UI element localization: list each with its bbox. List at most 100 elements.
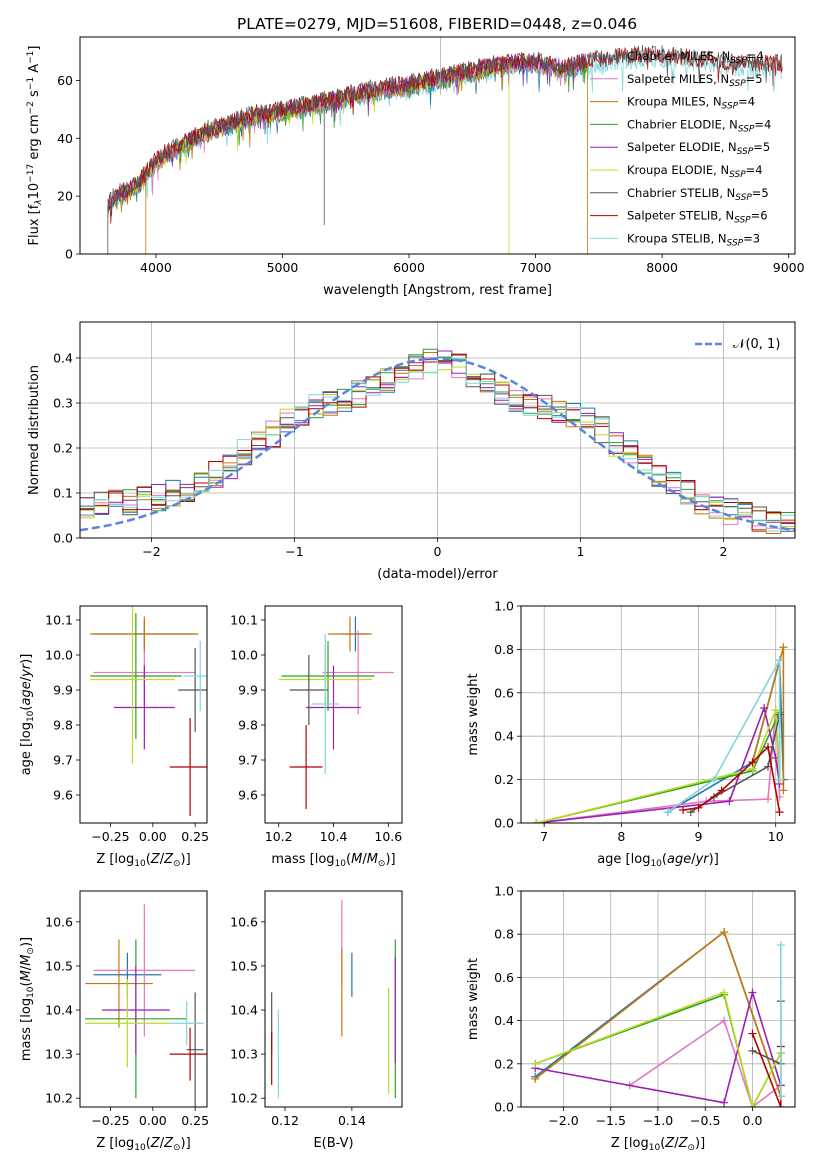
spectrum-ytick-label: 20 [57,189,73,204]
mass-vs-z-point [169,1001,204,1046]
mass-weight-vs-z-marker [531,1059,540,1068]
mass-weight-vs-z-marker [748,1103,757,1107]
mass-vs-z-point [169,1027,207,1081]
spectrum-legend-label: Salpeter ELODIE, NSSP=5 [627,140,770,157]
spectrum-xtick-label: 8000 [646,260,678,275]
age-vs-z-ytick-label: 10.1 [45,613,73,628]
age-vs-mass-frame [264,605,403,824]
mass-weight-vs-age-marker [725,797,734,806]
mass-weight-vs-z-marker [748,1029,757,1038]
spectrum-legend-label: Salpeter MILES, NSSP=5 [627,72,763,89]
spectrum-ytick-label: 60 [57,73,73,88]
mass-vs-ebv-xlabel: E(B-V) [313,1136,353,1151]
mass-weight-vs-age-marker [694,803,703,812]
mass-weight-vs-age-ylabel: mass weight [466,673,481,755]
mass-vs-ebv-ytick-label: 10.6 [230,914,258,929]
mass-weight-vs-age-ytick-label: 0.0 [494,816,514,831]
spectrum-xtick-label: 4000 [140,260,172,275]
mass-vs-z-axes: −0.25 0.00 0.25 10.2 10.3 10.4 10.5 10.6 [45,914,209,1128]
mass-vs-z-xtick-label: −0.25 [91,1113,129,1128]
age-vs-z-point [90,606,175,764]
mass-weight-vs-age-marker [748,758,757,767]
residuals-ytick-label: 0.4 [53,351,73,366]
age-vs-mass-xtick-label: 10.2 [265,829,293,844]
age-vs-mass-xlabel: mass [log10(M/M⊙)] [271,852,395,869]
spectrum-axes: 4000 5000 6000 7000 8000 9000 0 20 40 60 [57,73,805,275]
age-vs-mass-ytick-label: 9.6 [238,788,258,803]
age-vs-mass-point [322,630,394,715]
age-vs-mass-point [306,665,361,750]
age-vs-z-xlabel: Z [log10(Z/Z⊙)] [96,852,190,869]
residuals-gaussian-curve [80,357,795,532]
age-vs-z-point [178,648,207,732]
mass-weight-vs-z-xtick-label: −1.5 [596,1113,626,1128]
age-vs-mass-ytick-label: 9.8 [238,718,258,733]
mass-vs-z-ytick-label: 10.2 [45,1091,73,1106]
mass-weight-vs-age-xtick-label: 9 [695,829,703,844]
spectrum-legend-label: Kroupa MILES, NSSP=4 [627,95,755,112]
age-vs-z-ytick-label: 9.9 [53,683,73,698]
age-vs-z-xtick-label: 0.25 [181,829,209,844]
age-vs-mass-xtick-label: 10.4 [320,829,348,844]
mass-weight-vs-age-xtick-label: 10 [768,829,784,844]
age-vs-mass-axes: 10.2 10.4 10.6 9.6 9.7 9.8 9.9 10.0 10.1 [230,613,402,845]
spectrum-legend-label: Chabrier MILES, NSSP=4 [627,49,764,66]
mass-weight-vs-z-ytick-label: 0.8 [494,927,514,942]
mass-weight-vs-age-marker [771,706,780,715]
age-vs-mass-point [281,641,375,711]
age-vs-z-ytick-label: 9.6 [53,788,73,803]
mass-vs-z-point [93,904,196,1037]
spectrum-xtick-label: 9000 [773,260,805,275]
mass-vs-ebv-xtick-label: 0.14 [338,1113,366,1128]
mass-weight-vs-age-line [667,659,781,813]
mass-vs-ebv-ytick-label: 10.4 [230,1003,258,1018]
spectrum-line-kroupa-elodie [107,57,509,207]
mass-weight-vs-age-marker [779,643,788,652]
spectrum-legend-label: Chabrier ELODIE, NSSP=4 [627,117,771,134]
mass-weight-vs-age-xlabel: age [log10(age/yr)] [597,852,719,869]
residuals-ytick-label: 0.0 [53,531,73,546]
spectrum-line-chabrier-elodie [107,54,587,211]
mass-weight-vs-z-xtick-label: −1.0 [643,1113,673,1128]
mass-weight-vs-age-marker [709,775,718,784]
age-vs-z-xtick-label: −0.25 [91,829,129,844]
mass-vs-ebv-xtick-label: 0.12 [271,1113,299,1128]
mass-weight-vs-z-marker [776,1092,785,1101]
age-vs-z-ylabel: age [log10(age/yr)] [19,654,36,776]
mass-weight-vs-age-line [536,709,781,823]
age-vs-z-ytick-label: 9.8 [53,718,73,733]
mass-weight-vs-z-xtick-label: −0.5 [690,1113,720,1128]
mass-weight-vs-age-ytick-label: 1.0 [494,599,514,614]
mass-vs-ebv-ytick-label: 10.3 [230,1047,258,1062]
age-vs-z-frame [79,605,208,824]
mass-weight-vs-age-marker [663,808,672,817]
mass-weight-vs-z-xtick-label: −2.0 [548,1113,578,1128]
residuals-xtick-label: 1 [577,544,585,559]
mass-vs-z-point [85,939,153,1028]
residuals-xlabel: (data-model)/error [377,567,498,582]
mass-weight-vs-age-marker [775,656,784,665]
mass-weight-vs-age-line [690,714,781,813]
mass-weight-vs-z-marker [776,1103,785,1107]
spectrum-xlabel: wavelength [Angstrom, rest frame] [323,283,552,298]
mass-weight-vs-z-marker [748,1046,757,1055]
age-vs-mass-point [289,725,323,809]
mass-vs-ebv-axes: 0.12 0.14 10.2 10.3 10.4 10.5 10.6 [230,914,366,1128]
age-vs-mass-ytick-label: 9.7 [238,753,258,768]
mass-weight-vs-age-xtick-label: 8 [617,829,625,844]
spectrum-line-salpeter-stelib [107,46,783,224]
age-vs-mass-ytick-label: 9.9 [238,683,258,698]
age-vs-z-point [113,665,175,750]
age-vs-mass-point [311,634,339,774]
spectrum-xtick-label: 7000 [520,260,552,275]
mass-weight-vs-z-frame [520,890,796,1108]
spectrum-legend-label: Kroupa ELODIE, NSSP=4 [627,163,763,180]
age-vs-z-ytick-label: 10.0 [45,648,73,663]
mass-vs-z-xtick-label: 0.25 [181,1113,209,1128]
mass-weight-vs-z-ytick-label: 1.0 [494,884,514,899]
mass-weight-vs-z-marker [776,941,785,949]
mass-weight-vs-age-marker [760,703,769,712]
mass-vs-ebv-frame [264,890,403,1108]
mass-vs-z-ytick-label: 10.3 [45,1047,73,1062]
spectrum-line-salpeter-miles [107,54,587,211]
